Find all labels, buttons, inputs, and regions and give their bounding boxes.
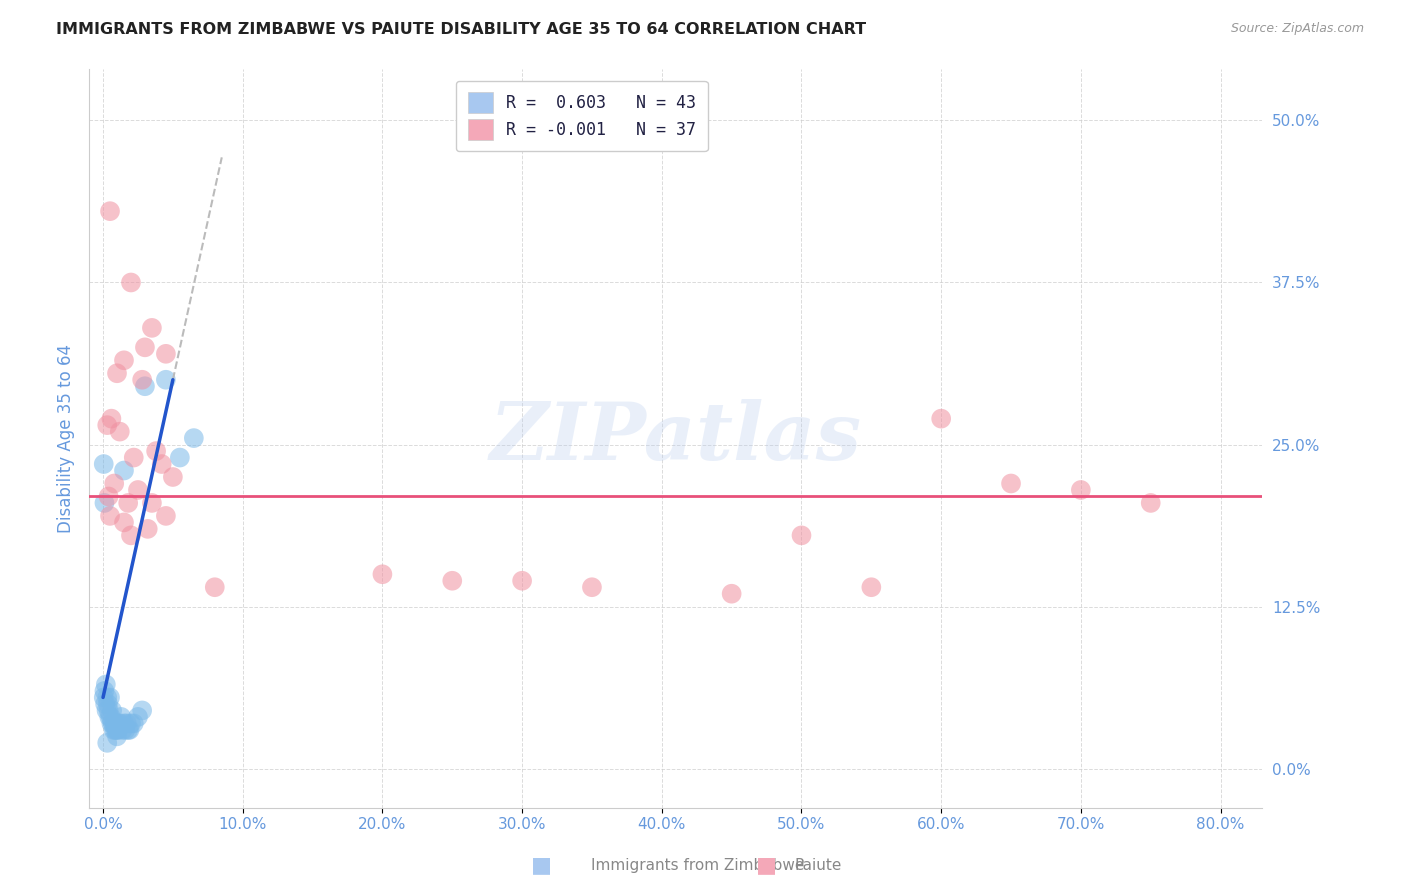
Point: [112, 716, 135, 731]
Point: [127, 483, 149, 497]
Point: [111, 723, 134, 737]
Point: [105, 730, 128, 744]
Point: [131, 703, 153, 717]
Point: [155, 347, 177, 361]
Point: [510, 574, 533, 588]
Point: [122, 450, 145, 465]
Point: [127, 710, 149, 724]
Point: [103, 716, 125, 731]
Point: [117, 723, 139, 737]
Point: [1070, 483, 1092, 497]
Point: [183, 431, 205, 445]
Point: [929, 411, 952, 425]
Text: Immigrants from Zimbabwe: Immigrants from Zimbabwe: [591, 858, 804, 872]
Point: [93, 457, 115, 471]
Point: [117, 496, 139, 510]
Point: [169, 450, 191, 465]
Point: [101, 703, 124, 717]
Point: [134, 379, 156, 393]
Y-axis label: Disability Age 35 to 64: Disability Age 35 to 64: [58, 343, 75, 533]
Point: [93, 684, 115, 698]
Text: Paiute: Paiute: [794, 858, 842, 872]
Point: [103, 476, 125, 491]
Point: [162, 470, 184, 484]
Point: [145, 444, 167, 458]
Point: [103, 723, 125, 737]
Point: [104, 716, 127, 731]
Point: [114, 723, 136, 737]
Point: [96, 736, 118, 750]
Point: [105, 366, 128, 380]
Point: [97, 490, 120, 504]
Point: [105, 723, 128, 737]
Point: [100, 716, 122, 731]
Point: [96, 690, 118, 705]
Point: [101, 716, 124, 731]
Point: [94, 677, 117, 691]
Point: [98, 204, 121, 219]
Point: [100, 411, 122, 425]
Point: [134, 340, 156, 354]
Point: [120, 276, 142, 290]
Point: [94, 697, 117, 711]
Point: [97, 697, 120, 711]
Point: [110, 710, 132, 724]
Point: [107, 723, 129, 737]
Point: [120, 528, 142, 542]
Text: ■: ■: [531, 855, 551, 875]
Point: [98, 508, 121, 523]
Point: [100, 710, 122, 724]
Point: [155, 508, 177, 523]
Point: [131, 373, 153, 387]
Point: [112, 463, 135, 477]
Point: [108, 425, 131, 439]
Point: [136, 522, 159, 536]
Point: [120, 716, 142, 731]
Point: [141, 321, 163, 335]
Point: [112, 516, 135, 530]
Point: [122, 716, 145, 731]
Point: [150, 457, 173, 471]
Point: [112, 353, 135, 368]
Point: [93, 690, 115, 705]
Point: [441, 574, 464, 588]
Point: [720, 587, 742, 601]
Point: [204, 580, 226, 594]
Point: [860, 580, 883, 594]
Point: [155, 373, 177, 387]
Point: [107, 716, 129, 731]
Point: [1139, 496, 1161, 510]
Point: [97, 703, 120, 717]
Point: [98, 690, 121, 705]
Point: [93, 496, 115, 510]
Point: [96, 703, 118, 717]
Point: [581, 580, 603, 594]
Point: [105, 723, 128, 737]
Text: ZIPatlas: ZIPatlas: [489, 400, 862, 477]
Point: [96, 418, 118, 433]
Point: [1000, 476, 1022, 491]
Point: [108, 716, 131, 731]
Text: Source: ZipAtlas.com: Source: ZipAtlas.com: [1230, 22, 1364, 36]
Legend: R =  0.603   N = 43, R = -0.001   N = 37: R = 0.603 N = 43, R = -0.001 N = 37: [456, 80, 707, 152]
Text: IMMIGRANTS FROM ZIMBABWE VS PAIUTE DISABILITY AGE 35 TO 64 CORRELATION CHART: IMMIGRANTS FROM ZIMBABWE VS PAIUTE DISAB…: [56, 22, 866, 37]
Point: [115, 716, 138, 731]
Point: [98, 710, 121, 724]
Point: [104, 723, 127, 737]
Text: ■: ■: [756, 855, 776, 875]
Point: [790, 528, 813, 542]
Point: [118, 723, 141, 737]
Point: [141, 496, 163, 510]
Point: [371, 567, 394, 582]
